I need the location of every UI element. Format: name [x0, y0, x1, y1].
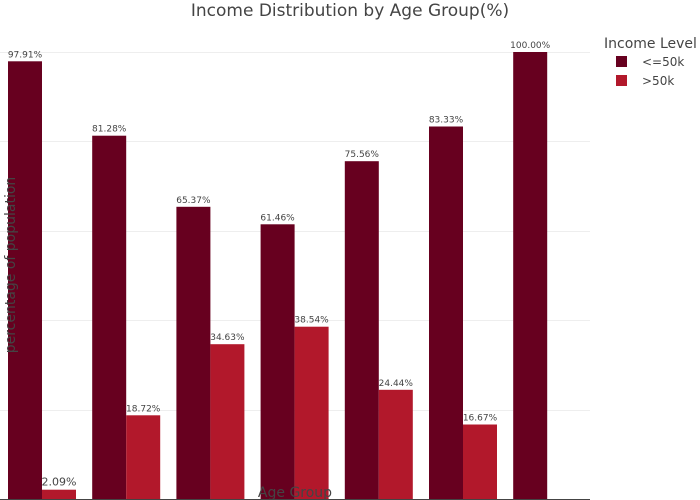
bar-le50k-0[interactable] [8, 61, 42, 500]
bar-le50k-6[interactable] [513, 52, 548, 499]
bar-label-gt50k-2: 34.63% [210, 333, 245, 343]
bar-le50k-4[interactable] [344, 161, 379, 499]
bar-label-gt50k-0: 2.09% [42, 476, 77, 489]
bar-le50k-5[interactable] [429, 126, 463, 500]
legend-item-gt50k[interactable]: >50k [616, 74, 674, 88]
bar-gt50k-0[interactable] [42, 489, 76, 499]
bar-label-le50k-6: 100.00% [510, 41, 550, 51]
legend: Income Level <=50k >50k [604, 36, 697, 88]
bar-gt50k-2[interactable] [210, 344, 245, 499]
bar-label-gt50k-1: 18.72% [126, 404, 161, 414]
bar-labels: 97.91% 2.09% 81.28% 18.72% 65.37% 34.63% 61.46… [8, 41, 551, 489]
legend-swatch-gt50k [616, 75, 627, 86]
bar-le50k-1[interactable] [92, 135, 127, 499]
bar-gt50k-4[interactable] [378, 389, 413, 499]
bar-label-gt50k-4: 24.44% [379, 379, 414, 389]
chart-title: Income Distribution by Age Group(%) [191, 1, 509, 21]
bar-label-le50k-5: 83.33% [429, 116, 464, 126]
bar-label-le50k-1: 81.28% [92, 125, 127, 135]
legend-label-gt50k: >50k [642, 74, 674, 88]
bar-label-le50k-0: 97.91% [8, 50, 43, 60]
legend-title: Income Level [604, 36, 697, 52]
bar-le50k-2[interactable] [176, 206, 211, 500]
bar-le50k-3[interactable] [260, 224, 295, 500]
bar-gt50k-1[interactable] [126, 415, 161, 499]
y-axis-title: percentage of population [3, 177, 19, 354]
bar-label-gt50k-3: 38.54% [294, 316, 329, 326]
bars [8, 52, 548, 500]
bar-label-le50k-4: 75.56% [345, 150, 380, 160]
legend-item-le50k[interactable]: <=50k [616, 55, 684, 69]
bar-label-gt50k-5: 16.67% [463, 414, 498, 424]
legend-swatch-le50k [616, 56, 627, 67]
bar-label-le50k-3: 61.46% [260, 213, 295, 223]
bar-gt50k-3[interactable] [294, 326, 329, 499]
x-axis-title: Age Group [258, 485, 332, 500]
bar-label-le50k-2: 65.37% [176, 196, 211, 206]
bar-gt50k-5[interactable] [463, 424, 497, 500]
legend-label-le50k: <=50k [642, 55, 684, 69]
